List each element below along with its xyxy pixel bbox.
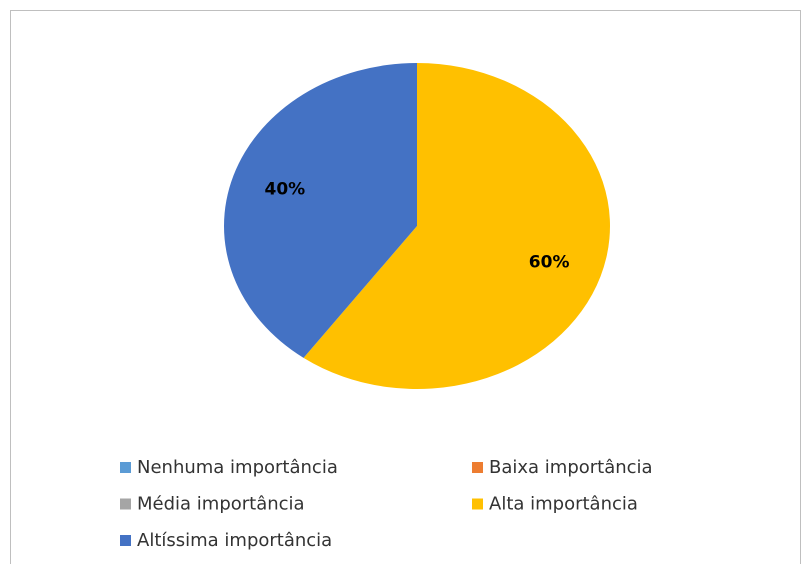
legend-swatch <box>120 535 131 546</box>
legend-swatch <box>472 498 483 510</box>
legend-swatch <box>120 462 131 473</box>
legend-label: Altíssima importância <box>137 530 332 551</box>
legend-label: Baixa importância <box>489 457 653 478</box>
data-label: 40% <box>264 180 305 200</box>
data-label: 60% <box>529 252 570 272</box>
pie-slice <box>303 63 610 389</box>
legend-label: Média importância <box>137 494 305 515</box>
pie-slice <box>223 63 417 358</box>
legend-swatch <box>472 462 483 473</box>
legend-label: Nenhuma importância <box>137 457 338 478</box>
legend-swatch <box>120 498 131 510</box>
legend-label: Alta importância <box>489 494 638 515</box>
